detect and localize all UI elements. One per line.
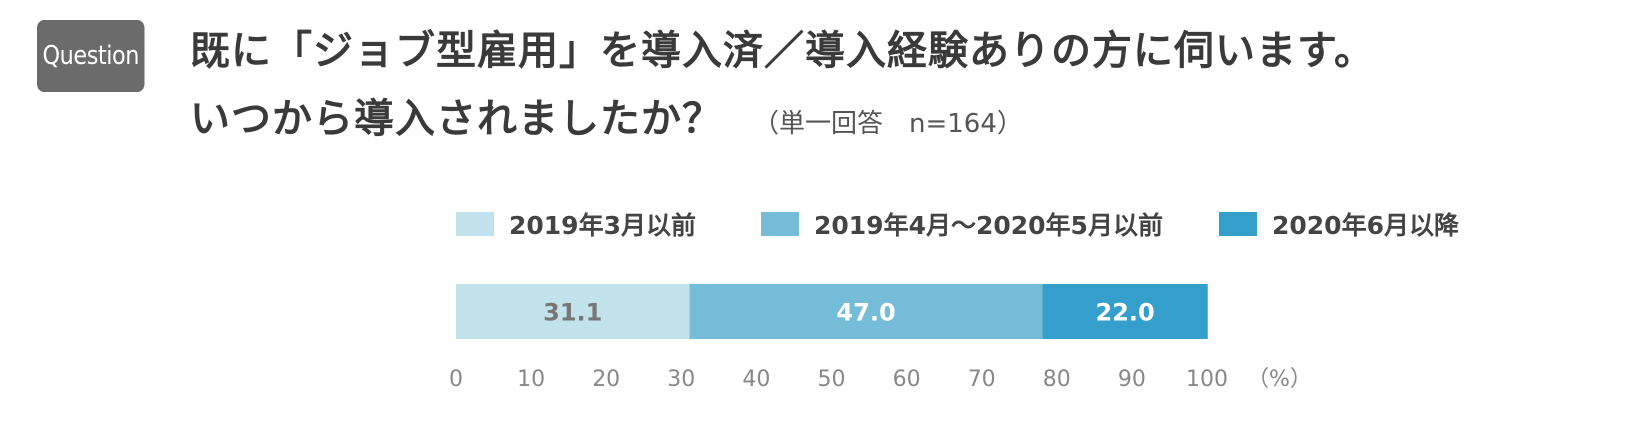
bar-segment-2 [689,284,1043,339]
x-tick-label-20: 20 [592,367,620,392]
x-tick-label-80: 80 [1043,367,1071,392]
bar-segments [456,284,1208,339]
question-title-line-2-text: いつから導入されましたか？ [190,96,723,142]
legend-label-3: 2020年6月以降 [1272,211,1459,240]
legend-label-2: 2019年4月～2020年5月以前 [814,211,1163,240]
x-tick-label-100: 100 [1186,367,1228,392]
bar-value-labels: 31.1 47.0 22.0 [543,299,1155,327]
x-axis-tick-labels: 0 10 20 30 40 50 60 70 80 90 100 [449,367,1228,392]
question-title-line-1: 既に「ジョブ型雇用」を導入済／導入経験ありの方に伺います。 [190,28,1375,74]
x-tick-label-10: 10 [517,367,545,392]
legend-label-1: 2019年3月以前 [509,211,696,240]
bar-value-label-2: 47.0 [836,299,895,327]
question-badge: Question [37,20,145,92]
bar-segment-1 [456,284,690,339]
x-tick-label-40: 40 [742,367,770,392]
legend-item-2: 2019年4月～2020年5月以前 [761,206,1163,242]
x-tick-label-70: 70 [968,367,996,392]
x-tick-label-90: 90 [1118,367,1146,392]
question-badge-label: Question [42,41,140,71]
legend-swatch-1 [456,212,494,236]
bar-value-label-3: 22.0 [1096,299,1155,327]
question-title-line-2: いつから導入されましたか？ （単一回答 n=164） [190,86,1023,144]
bar-value-label-1: 31.1 [543,299,602,327]
legend-item-3: 2020年6月以降 [1219,206,1459,242]
x-tick-label-60: 60 [893,367,921,392]
legend-swatch-3 [1219,212,1257,236]
question-note: （単一回答 n=164） [753,109,1023,139]
x-tick-label-30: 30 [667,367,695,392]
x-tick-label-50: 50 [818,367,846,392]
bar-segment-3 [1042,284,1208,339]
x-tick-label-0: 0 [449,367,463,392]
x-axis-unit-label: （%） [1247,367,1312,392]
legend-swatch-2 [761,212,799,236]
legend-item-1: 2019年3月以前 [456,206,696,242]
